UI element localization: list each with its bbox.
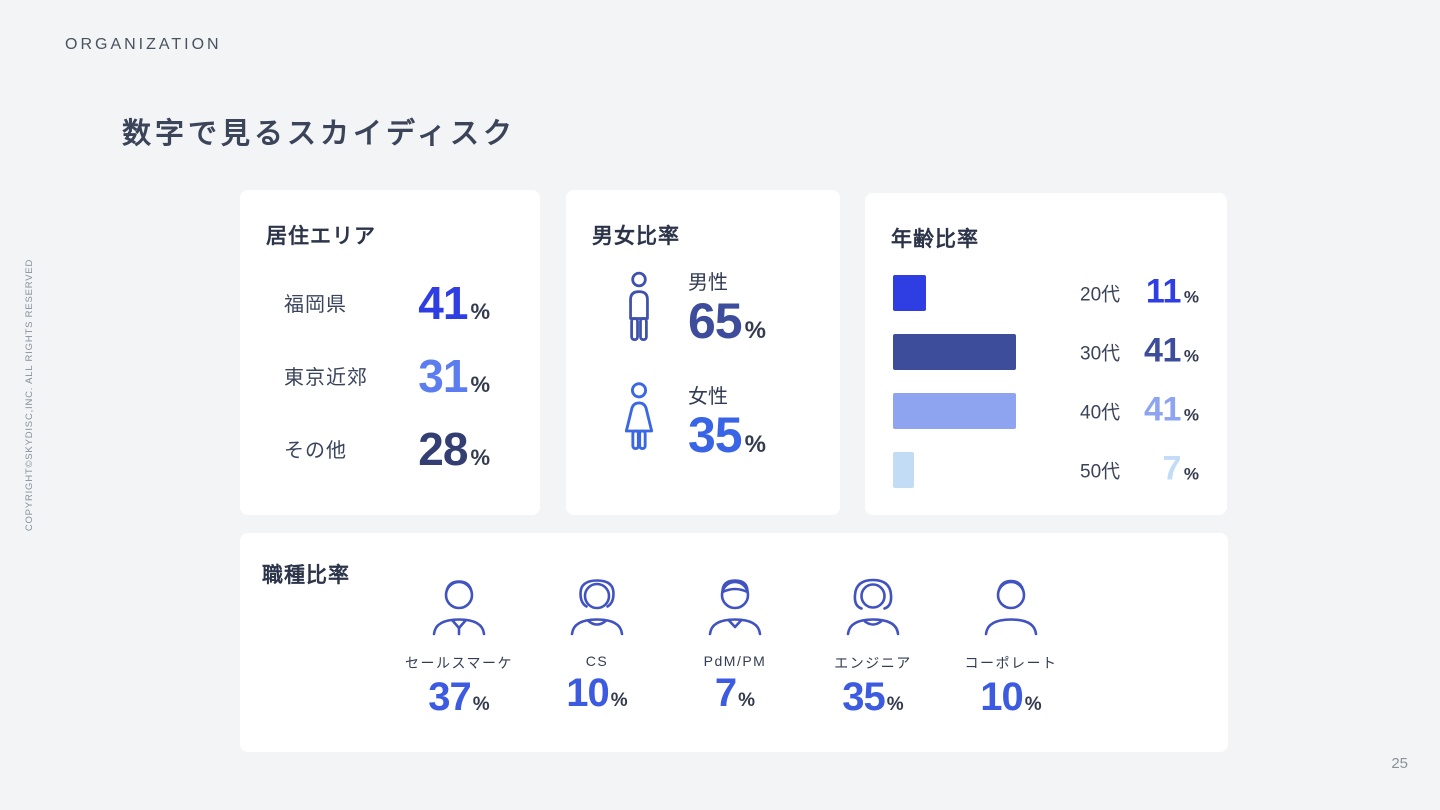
residence-row-tokyo: 東京近郊 31 % — [240, 339, 540, 412]
residence-row-label: その他 — [284, 440, 347, 462]
page-title: 数字で見るスカイディスク — [122, 118, 516, 150]
residence-row-fukuoka: 福岡県 41 % — [240, 266, 540, 339]
residence-row-value: 41 — [418, 276, 468, 329]
female-icon — [616, 380, 662, 460]
age-value: 7 — [1162, 449, 1181, 488]
percent-sign: % — [1183, 346, 1199, 366]
job-item-corporate: コーポレート 10 % — [942, 563, 1080, 720]
age-category-label: 50代 — [1080, 461, 1121, 483]
job-value: 37 — [428, 675, 471, 719]
engineer-avatar-icon — [833, 563, 913, 645]
job-ratio-card: 職種比率 セールスマーケ 37 % — [240, 533, 1228, 752]
percent-sign: % — [610, 690, 628, 711]
percent-sign: % — [738, 690, 756, 711]
gender-ratio-card: 男女比率 男性 65 % — [566, 190, 840, 515]
gender-label: 男性 — [688, 272, 728, 294]
percent-sign: % — [744, 431, 766, 458]
job-label: エンジニア — [834, 655, 912, 671]
percent-sign: % — [470, 444, 490, 470]
copyright-text: COPYRIGHT©SKYDISC,INC. ALL RIGHTS RESERV… — [24, 258, 35, 532]
residence-card-title: 居住エリア — [266, 225, 376, 248]
job-item-pdm: PdM/PM 7 % — [666, 563, 804, 720]
age-bar — [893, 452, 914, 488]
percent-sign: % — [1183, 287, 1199, 307]
age-category-label: 20代 — [1080, 284, 1121, 306]
job-value: 35 — [842, 675, 885, 719]
residence-row-value: 28 — [418, 422, 468, 475]
age-value: 41 — [1144, 331, 1181, 370]
gender-value: 35 — [688, 407, 743, 463]
job-value: 10 — [566, 671, 609, 715]
age-ratio-card: 年齢比率 20代 11 % 30代 41 % 40代 41 % — [865, 193, 1227, 515]
percent-sign: % — [470, 298, 490, 324]
corporate-avatar-icon — [971, 563, 1051, 645]
age-bar — [893, 334, 1016, 370]
sales-avatar-icon — [419, 563, 499, 645]
residence-row-value: 31 — [418, 349, 468, 402]
job-label: コーポレート — [964, 655, 1058, 671]
job-item-engineer: エンジニア 35 % — [804, 563, 942, 720]
gender-female-text: 女性 35 % — [688, 380, 766, 462]
job-value: 7 — [714, 671, 737, 715]
section-eyebrow: ORGANIZATION — [65, 36, 222, 53]
age-category-label: 40代 — [1080, 402, 1121, 424]
page-number: 25 — [1391, 755, 1408, 772]
gender-male-text: 男性 65 % — [688, 266, 766, 348]
age-bar — [893, 275, 926, 311]
age-value: 41 — [1144, 390, 1181, 429]
pdm-avatar-icon — [695, 563, 775, 645]
job-card-title: 職種比率 — [262, 564, 350, 587]
percent-sign: % — [1183, 405, 1199, 425]
gender-male-block: 男性 65 % — [616, 266, 766, 350]
job-label: PdM/PM — [703, 653, 767, 669]
cs-avatar-icon — [557, 563, 637, 645]
residence-row-other: その他 28 % — [240, 412, 540, 485]
job-label: セールスマーケ — [404, 655, 514, 671]
gender-value: 65 — [688, 293, 743, 349]
percent-sign: % — [472, 694, 490, 715]
age-bar — [893, 393, 1016, 429]
percent-sign: % — [470, 371, 490, 397]
residence-row-label: 東京近郊 — [284, 367, 368, 389]
age-row-20s: 20代 11 % — [893, 272, 1199, 311]
age-category-label: 30代 — [1080, 343, 1121, 365]
age-row-40s: 40代 41 % — [893, 390, 1199, 429]
gender-label: 女性 — [688, 386, 728, 408]
age-row-30s: 30代 41 % — [893, 331, 1199, 370]
job-items: セールスマーケ 37 % CS 10 — [390, 563, 1080, 720]
gender-female-block: 女性 35 % — [616, 380, 766, 462]
age-value: 11 — [1145, 272, 1181, 311]
age-row-50s: 50代 7 % — [893, 449, 1199, 488]
residence-row-label: 福岡県 — [284, 294, 347, 316]
residence-area-card: 居住エリア 福岡県 41 % 東京近郊 31 % その他 28 — [240, 190, 540, 515]
age-card-title: 年齢比率 — [891, 228, 979, 251]
male-icon — [616, 266, 662, 350]
job-label: CS — [585, 653, 609, 669]
percent-sign: % — [1183, 464, 1199, 484]
job-item-cs: CS 10 % — [528, 563, 666, 720]
job-value: 10 — [980, 675, 1023, 719]
job-item-sales: セールスマーケ 37 % — [390, 563, 528, 720]
residence-rows: 福岡県 41 % 東京近郊 31 % その他 28 % — [240, 266, 540, 485]
percent-sign: % — [744, 317, 766, 344]
percent-sign: % — [886, 694, 904, 715]
gender-card-title: 男女比率 — [592, 225, 680, 248]
percent-sign: % — [1024, 694, 1042, 715]
